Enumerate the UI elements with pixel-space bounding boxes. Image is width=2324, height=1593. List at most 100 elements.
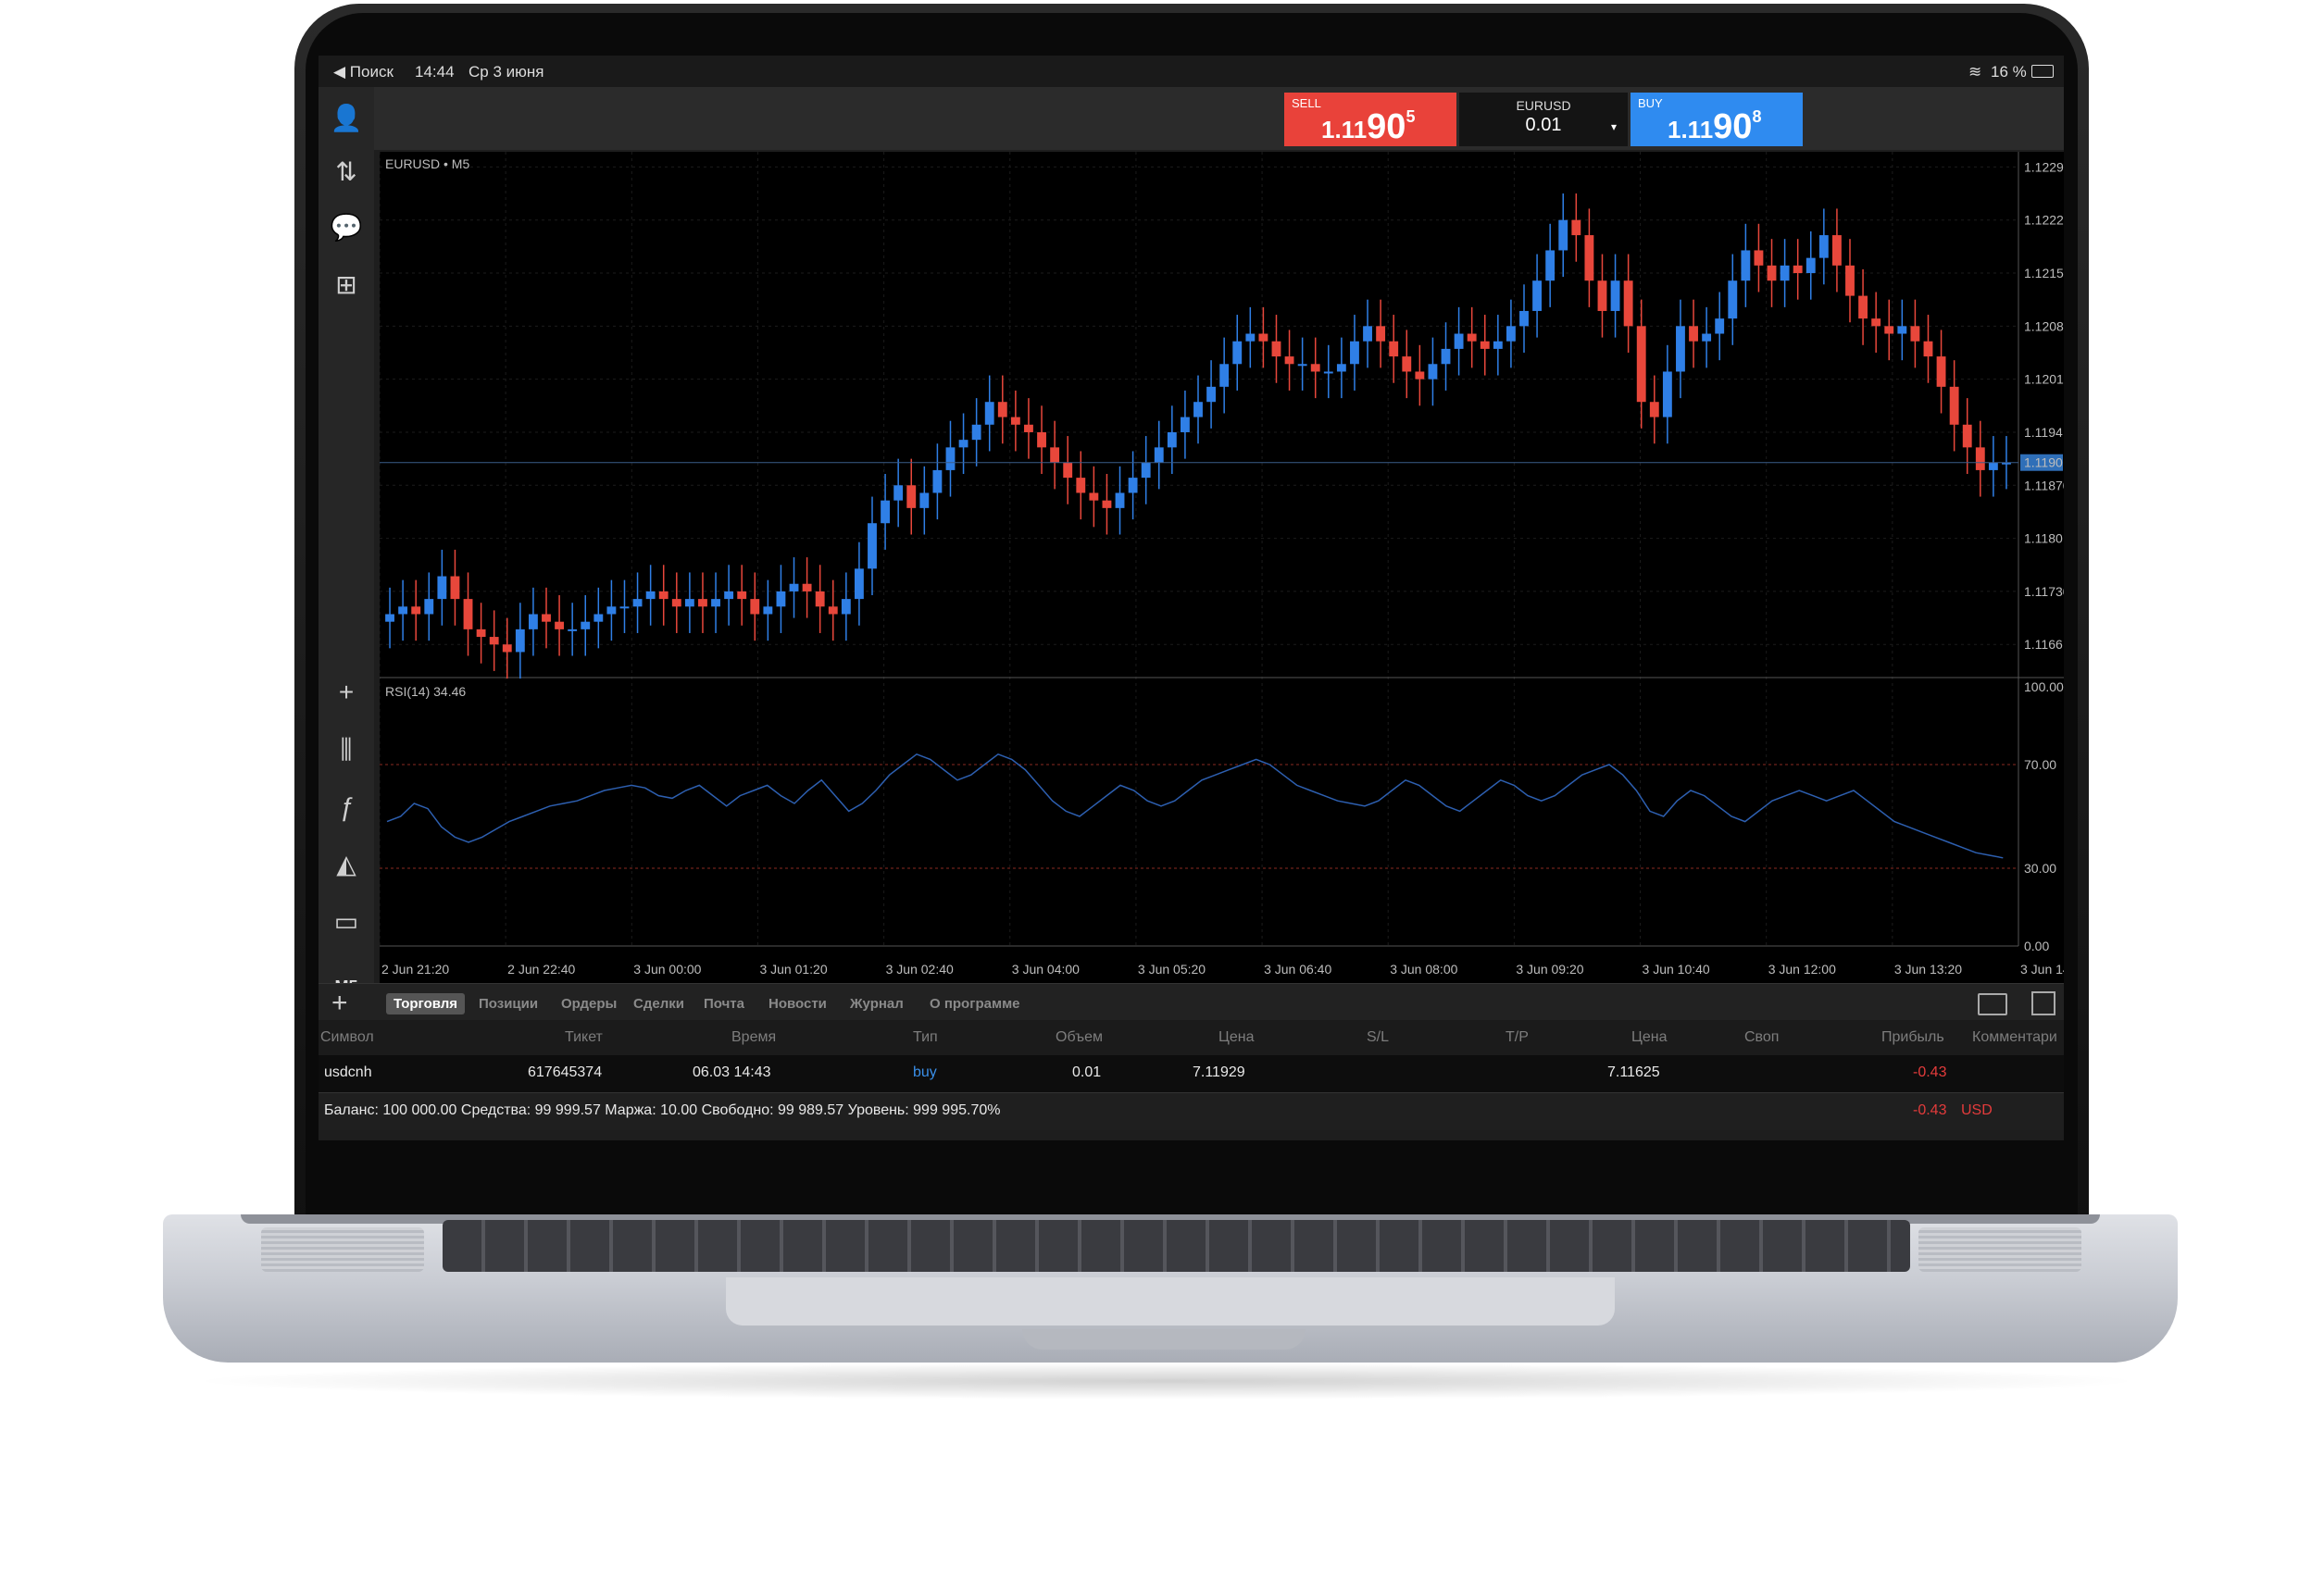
lot-value: 0.01 xyxy=(1459,115,1628,136)
candle-body xyxy=(411,606,420,614)
tab-mail[interactable]: Почта xyxy=(696,993,752,1014)
speaker-right xyxy=(1918,1227,2081,1272)
objects-icon[interactable]: ◭ xyxy=(330,848,363,881)
buy-price-big: 90 xyxy=(1713,107,1752,146)
back-link[interactable]: ◀ Поиск xyxy=(333,63,394,81)
layout-icon[interactable] xyxy=(2031,991,2055,1015)
sell-price-sup: 5 xyxy=(1406,107,1415,126)
x-tick-label: 3 Jun 00:00 xyxy=(633,962,701,977)
row-ticket: 617645374 xyxy=(528,1064,602,1081)
candle-body xyxy=(777,591,786,606)
x-tick-label: 3 Jun 02:40 xyxy=(886,962,954,977)
candle-body xyxy=(1819,235,1829,258)
candle-body xyxy=(1168,432,1177,447)
candle-body xyxy=(1832,235,1842,266)
balance-text: Баланс: 100 000.00 Средства: 99 999.57 М… xyxy=(324,1102,1000,1119)
candle-body xyxy=(620,606,630,608)
row-volume: 0.01 xyxy=(1072,1064,1101,1081)
candles-icon[interactable]: ⫼ xyxy=(330,733,363,766)
candle-body xyxy=(477,629,486,637)
candle-body xyxy=(1155,447,1164,462)
candle-body xyxy=(1076,478,1085,492)
chart-area[interactable]: 1.1229 1.1222 1.1215 1.1208 1.1201 1.1194 1.11… xyxy=(380,152,2064,983)
window-icon[interactable]: ▭ xyxy=(330,905,363,939)
candle-body xyxy=(451,577,460,600)
y-tick-label: 1.1229 xyxy=(2024,159,2064,174)
rsi-tick-label: 100.00 xyxy=(2024,679,2064,694)
function-icon[interactable]: ƒ xyxy=(330,790,363,824)
buy-button[interactable]: BUY 1.11908 xyxy=(1631,93,1803,146)
candle-body xyxy=(972,425,981,440)
candle-body xyxy=(1363,326,1372,341)
tab-news[interactable]: Новости xyxy=(761,993,834,1014)
col-price: Цена xyxy=(1218,1029,1254,1046)
chevron-down-icon[interactable]: ▾ xyxy=(1611,120,1617,133)
lot-selector[interactable]: EURUSD 0.01 ▾ xyxy=(1459,93,1628,146)
col-tp: T/P xyxy=(1506,1029,1529,1046)
transfer-icon[interactable]: ⇅ xyxy=(330,156,363,189)
battery-icon xyxy=(2031,65,2054,78)
user-icon[interactable]: 👤 xyxy=(330,102,363,135)
x-tick-label: 3 Jun 09:20 xyxy=(1516,962,1583,977)
tab-orders[interactable]: Ордеры xyxy=(554,993,624,1014)
candle-body xyxy=(1976,447,1985,470)
candle-body xyxy=(1311,364,1320,371)
x-tick-label: 3 Jun 05:20 xyxy=(1138,962,1206,977)
x-tick-label: 3 Jun 12:00 xyxy=(1768,962,1836,977)
wifi-icon: ≋ xyxy=(1968,63,1981,81)
candle-body xyxy=(1402,356,1411,371)
col-swap: Своп xyxy=(1744,1029,1779,1046)
price-chart[interactable]: 1.1229 1.1222 1.1215 1.1208 1.1201 1.1194 1.11… xyxy=(380,152,2064,983)
tab-journal[interactable]: Журнал xyxy=(843,993,911,1014)
candle-body xyxy=(1741,250,1750,280)
candle-body xyxy=(542,614,551,621)
symbol-label: EURUSD • M5 xyxy=(385,156,469,171)
table-row[interactable]: usdcnh 617645374 06.03 14:43 buy 0.01 7.… xyxy=(319,1055,2064,1092)
y-tick-label: 1.1166 xyxy=(2024,637,2063,652)
speaker-left xyxy=(261,1227,424,1272)
candle-body xyxy=(503,644,512,652)
sell-button[interactable]: SELL 1.11905 xyxy=(1284,93,1456,146)
tab-about[interactable]: О программе xyxy=(922,993,1028,1014)
y-tick-label: 1.1194 xyxy=(2024,425,2063,440)
candle-body xyxy=(1702,334,1711,342)
candle-body xyxy=(1871,318,1880,326)
tab-positions[interactable]: Позиции xyxy=(471,993,545,1014)
x-tick-label: 3 Jun 06:40 xyxy=(1264,962,1331,977)
candle-body xyxy=(1989,463,1998,470)
candle-body xyxy=(698,599,707,606)
candle-body xyxy=(633,599,643,606)
chat-icon[interactable]: 💬 xyxy=(330,211,363,244)
col-symbol: Символ xyxy=(320,1029,374,1046)
tab-deals[interactable]: Сделки xyxy=(626,993,692,1014)
candle-body xyxy=(1337,364,1346,371)
new-document-icon[interactable]: ⊞ xyxy=(330,268,363,302)
crosshair-icon[interactable]: + xyxy=(330,676,363,709)
tab-trade[interactable]: Торговля xyxy=(386,993,465,1014)
candle-body xyxy=(1532,280,1542,311)
candle-body xyxy=(1142,463,1151,478)
candle-body xyxy=(1558,220,1568,251)
add-icon[interactable]: + xyxy=(331,988,348,1019)
candle-body xyxy=(855,568,864,599)
candle-body xyxy=(1011,417,1020,425)
candle-body xyxy=(1793,266,1803,273)
candle-body xyxy=(1611,280,1620,311)
candle-body xyxy=(646,591,656,599)
candle-body xyxy=(1181,417,1190,432)
buy-price-small: 1.11 xyxy=(1668,116,1713,143)
balance-currency: USD xyxy=(1961,1102,1993,1119)
candle-body xyxy=(790,584,799,591)
card-icon[interactable] xyxy=(1978,993,2007,1015)
candle-body xyxy=(1442,349,1451,364)
x-tick-label: 2 Jun 21:20 xyxy=(381,962,449,977)
candle-body xyxy=(1193,402,1203,417)
col-current-price: Цена xyxy=(1631,1029,1667,1046)
sell-price-small: 1.11 xyxy=(1321,116,1367,143)
clock: 14:44 xyxy=(415,63,455,81)
col-profit: Прибыль xyxy=(1881,1029,1944,1046)
candle-body xyxy=(893,485,903,500)
candle-body xyxy=(1389,342,1398,356)
candle-body xyxy=(385,614,394,621)
candle-body xyxy=(1429,364,1438,379)
